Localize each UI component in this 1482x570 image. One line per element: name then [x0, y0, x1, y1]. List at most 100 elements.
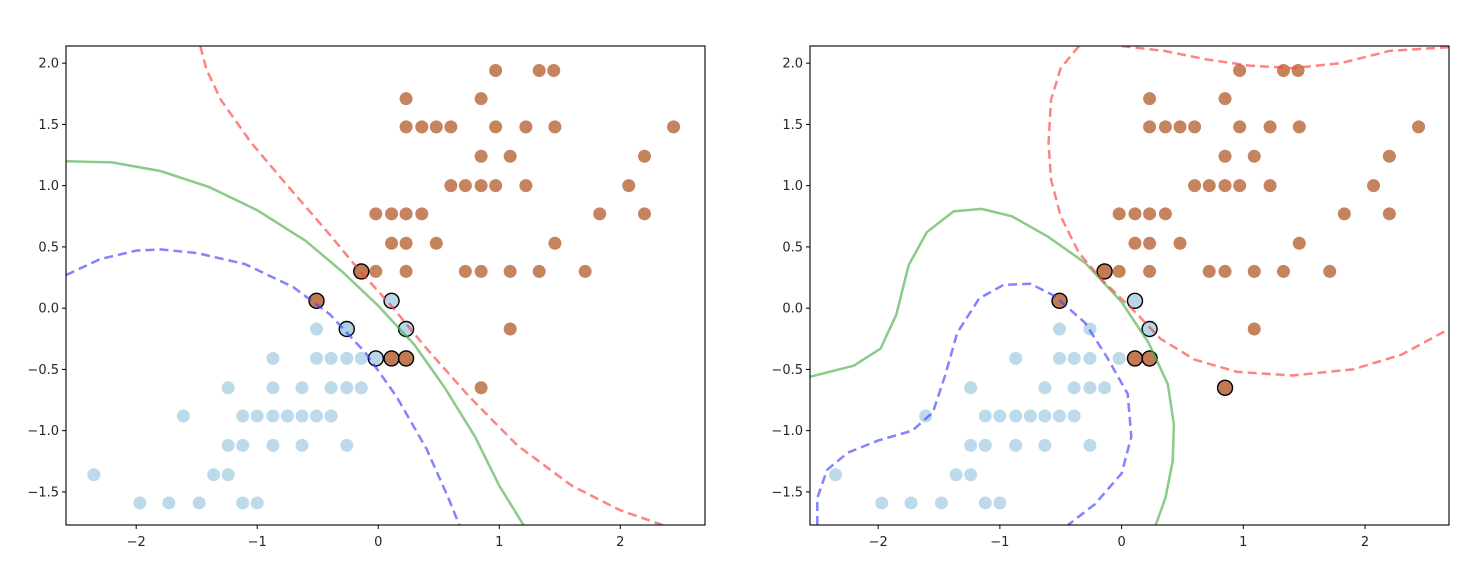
data-point: [964, 438, 978, 452]
x-tick-label: −2: [127, 535, 146, 550]
data-point: [1053, 322, 1067, 336]
data-point: [1188, 179, 1202, 193]
data-point: [162, 496, 176, 510]
data-point: [1053, 351, 1067, 365]
data-point: [1202, 264, 1216, 278]
data-point: [1382, 149, 1396, 163]
plot-area: [66, 46, 681, 525]
data-point: [1067, 409, 1081, 423]
margin-1-top--curve: [1121, 46, 1449, 70]
support-vectors: [308, 263, 415, 367]
data-point: [1143, 207, 1157, 221]
data-point: [236, 438, 250, 452]
data-point: [324, 409, 338, 423]
y-tick-label: −1.5: [771, 485, 803, 500]
y-tick-label: −1.0: [27, 424, 59, 439]
support-vector: [383, 292, 400, 310]
data-point: [532, 264, 546, 278]
data-point: [1218, 179, 1232, 193]
data-point: [637, 149, 651, 163]
y-tick-label: 2.0: [782, 57, 803, 72]
left-subplot: −2 −1 0 1 2 −1.5 −1.0 −0.5 0.0 0.5 1.0 1.5 2.0: [27, 45, 706, 550]
data-point: [1053, 409, 1067, 423]
data-point: [1188, 120, 1202, 134]
data-point: [993, 409, 1007, 423]
data-point: [474, 179, 488, 193]
data-point: [1202, 179, 1216, 193]
data-point: [1247, 264, 1261, 278]
support-vector: [1096, 263, 1113, 280]
data-point: [399, 264, 413, 278]
data-point: [1292, 236, 1306, 250]
x-tick-label: 1: [1239, 535, 1247, 550]
support-vector: [397, 350, 415, 367]
data-point: [340, 351, 354, 365]
data-point: [340, 438, 354, 452]
data-point: [1143, 236, 1157, 250]
data-point: [1143, 120, 1157, 134]
data-point: [266, 351, 280, 365]
y-tick-label: 2.0: [38, 57, 59, 72]
y-tick-label: −0.5: [771, 363, 803, 378]
y-tick-label: 1.0: [38, 179, 59, 194]
data-point: [503, 322, 517, 336]
plot-area: [810, 46, 1449, 525]
data-point: [295, 409, 309, 423]
data-point: [236, 409, 250, 423]
data-point: [192, 496, 206, 510]
data-point: [548, 236, 562, 250]
data-point: [1158, 120, 1172, 134]
data-point: [1233, 64, 1247, 78]
data-point: [221, 381, 235, 395]
data-point: [1382, 207, 1396, 221]
data-point: [444, 179, 458, 193]
y-tick-label: −1.5: [27, 485, 59, 500]
data-point: [1083, 438, 1097, 452]
data-point: [385, 207, 399, 221]
data-point: [503, 264, 517, 278]
margin-1-curve: [1047, 46, 1449, 377]
data-point: [474, 149, 488, 163]
support-vector: [1126, 292, 1144, 310]
data-point: [593, 207, 607, 221]
data-point: [949, 468, 963, 482]
data-point: [1337, 207, 1351, 221]
data-point: [310, 409, 324, 423]
data-point: [399, 92, 413, 106]
y-tick-label: 1.0: [782, 179, 803, 194]
data-point: [489, 179, 503, 193]
data-point: [1143, 264, 1157, 278]
data-point: [1412, 120, 1426, 134]
data-point: [250, 496, 264, 510]
y-tick-label: 0.5: [38, 240, 59, 255]
data-point: [1023, 409, 1037, 423]
x-tick-label: 0: [1117, 535, 1125, 550]
data-point: [978, 438, 992, 452]
data-point: [87, 468, 101, 482]
data-point: [385, 236, 399, 250]
data-point: [1038, 381, 1052, 395]
data-point: [1128, 207, 1142, 221]
data-point: [399, 236, 413, 250]
data-point: [133, 496, 147, 510]
data-point: [667, 120, 681, 134]
data-point: [1112, 351, 1126, 365]
data-point: [295, 438, 309, 452]
data-point: [1247, 149, 1261, 163]
data-point: [1173, 236, 1187, 250]
data-point: [1083, 351, 1097, 365]
data-point: [399, 207, 413, 221]
data-point: [489, 64, 503, 78]
data-point: [519, 120, 533, 134]
x-tick-label: 0: [374, 535, 382, 550]
support-vector: [308, 292, 325, 310]
data-point: [221, 438, 235, 452]
data-point: [1067, 381, 1081, 395]
data-point: [964, 381, 978, 395]
data-point: [310, 351, 324, 365]
data-point: [266, 381, 280, 395]
data-point: [978, 496, 992, 510]
data-point: [829, 468, 843, 482]
